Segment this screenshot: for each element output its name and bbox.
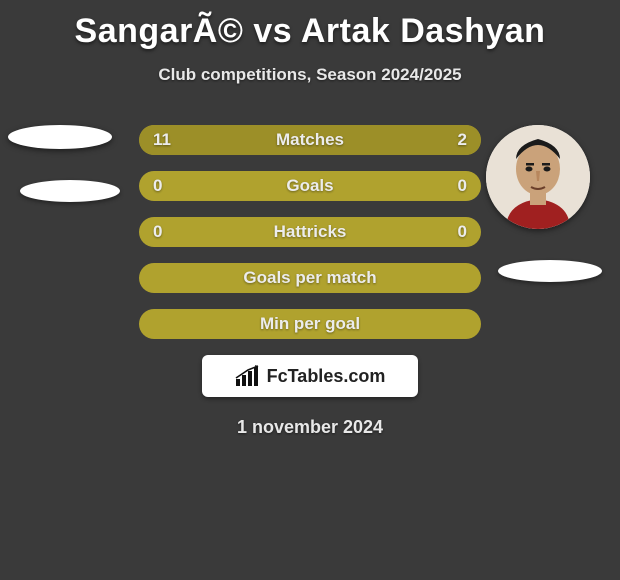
stat-row: Goals0 0 [139,171,481,201]
stat-value-right: 0 [444,171,481,201]
stat-label: Goals [139,171,481,201]
brand-box[interactable]: FcTables.com [202,355,418,397]
player-left-shadow [20,180,120,202]
stat-label: Hattricks [139,217,481,247]
stat-value-right: 0 [444,217,481,247]
player-right-shadow [498,260,602,282]
player-left-avatar [8,125,112,149]
stat-value-left: 0 [139,171,176,201]
date-label: 1 november 2024 [0,417,620,438]
player-right-avatar [486,125,590,229]
stat-value-left: 11 [139,125,185,155]
page-title: SangarÃ© vs Artak Dashyan [0,0,620,51]
stat-value-right: 2 [444,125,481,155]
stat-row: Hattricks0 0 [139,217,481,247]
stat-row: Goals per match [139,263,481,293]
stat-label: Matches [139,125,481,155]
subtitle: Club competitions, Season 2024/2025 [0,65,620,85]
brand-text: FcTables.com [267,366,386,387]
stat-label: Goals per match [139,263,481,293]
stat-value-left: 0 [139,217,176,247]
stat-row: Matches11 2 [139,125,481,155]
brand-icon [235,365,261,387]
stat-row: Min per goal [139,309,481,339]
stat-label: Min per goal [139,309,481,339]
